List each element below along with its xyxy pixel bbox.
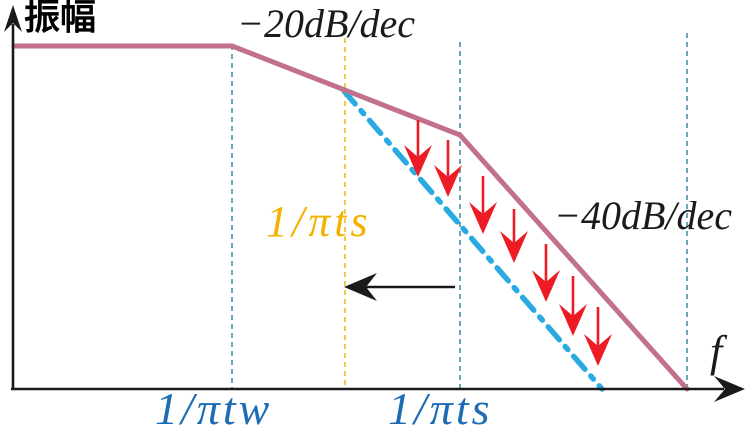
slope-label-40db: −40dB/dec [554, 193, 733, 238]
down-arrow-icon-0 [404, 145, 432, 177]
magnitude-response-line [11, 43, 690, 392]
shifted-corner-frequency-label: 1/πts [266, 197, 372, 246]
shifted-asymptote-line [341, 88, 605, 392]
x-axis-label: f [710, 327, 723, 376]
down-arrow-icon-2 [469, 202, 497, 234]
corner-frequency-ts-label: 1/πts [388, 383, 493, 434]
down-arrow-icon-5 [559, 304, 587, 336]
down-arrow-icon-6 [584, 334, 612, 366]
x-axis-arrowhead-icon [714, 376, 745, 402]
y-axis-label: 振幅 [24, 0, 97, 38]
slope-label-20db: −20dB/dec [237, 1, 416, 46]
down-arrow-icon-3 [500, 231, 528, 263]
down-arrow-icon-1 [434, 165, 462, 197]
down-arrow-icon-4 [532, 270, 560, 302]
y-axis-arrowhead-icon [4, 5, 22, 32]
corner-frequency-tw-label: 1/πtw [155, 383, 273, 434]
shift-arrow-head-icon [344, 273, 377, 301]
